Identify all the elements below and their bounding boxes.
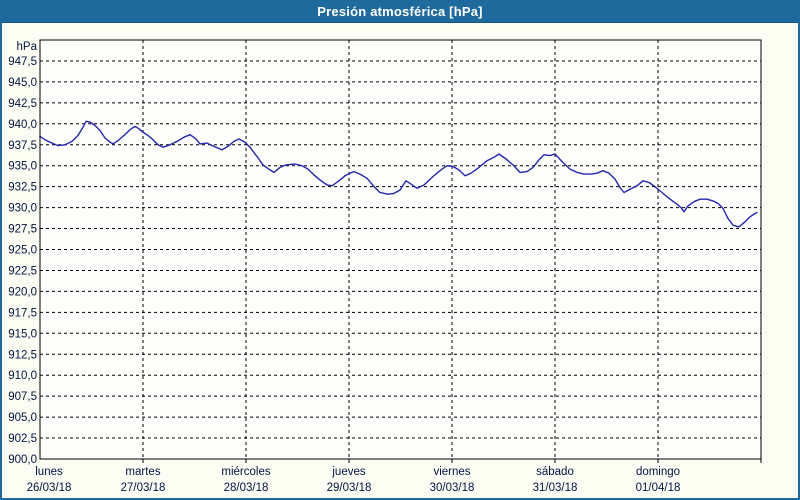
x-axis-labels: lunes 26/03/18 martes 27/03/18 miércoles 28/0… (27, 459, 762, 494)
day-date-label: 30/03/18 (430, 482, 475, 494)
vertical-gridlines (142, 40, 659, 459)
y-tick-label: 942,5 (8, 98, 37, 110)
day-name-label: viernes (433, 466, 470, 478)
plot-frame-layer (39, 39, 762, 460)
y-tick-label: 935,0 (8, 161, 37, 173)
y-tick-label: 902,5 (8, 433, 37, 445)
day-date-label: 01/04/18 (636, 482, 681, 494)
y-tick-label: 912,5 (8, 349, 37, 361)
y-tick-label: 922,5 (8, 265, 37, 277)
y-tick-label: 945,0 (8, 77, 37, 89)
day-date-label: 31/03/18 (533, 482, 578, 494)
plot-border (39, 39, 762, 460)
y-tick-label: 927,5 (8, 224, 37, 236)
day-date-label: 27/03/18 (121, 482, 166, 494)
pressure-series-line (39, 120, 758, 228)
y-tick-label: 920,0 (8, 286, 37, 298)
horizontal-gridlines (40, 60, 761, 439)
day-name-label: miércoles (221, 466, 270, 478)
day-name-label: jueves (331, 466, 365, 478)
day-date-label: 26/03/18 (27, 482, 72, 494)
y-tick-label: 915,0 (8, 328, 37, 340)
day-date-label: 29/03/18 (327, 482, 372, 494)
y-tick-label: 900,0 (8, 454, 37, 466)
data-series-layer (39, 120, 758, 228)
chart-title: Presión atmosférica [hPa] (317, 4, 483, 19)
y-tick-label: 930,0 (8, 203, 37, 215)
y-tick-label: 905,0 (8, 412, 37, 424)
y-tick-label: 907,5 (8, 391, 37, 403)
y-tick-label: 947,5 (8, 56, 37, 68)
day-name-label: sábado (536, 466, 574, 478)
day-date-label: 28/03/18 (224, 482, 269, 494)
y-tick-label: 937,5 (8, 140, 37, 152)
y-tick-label: 932,5 (8, 182, 37, 194)
title-bar: Presión atmosférica [hPa] (2, 2, 798, 23)
day-name-label: lunes (35, 466, 63, 478)
y-tick-label: 925,0 (8, 245, 37, 257)
y-tick-label: 917,5 (8, 307, 37, 319)
y-axis-labels: 947,5 945,0 942,5 940,0 937,5 935,0 932,5 930,0… (8, 56, 37, 466)
y-axis-unit-label: hPa (17, 41, 38, 53)
y-tick-label: 910,0 (8, 370, 37, 382)
day-name-label: domingo (636, 466, 680, 478)
day-name-label: martes (125, 466, 160, 478)
y-tick-label: 940,0 (8, 119, 37, 131)
